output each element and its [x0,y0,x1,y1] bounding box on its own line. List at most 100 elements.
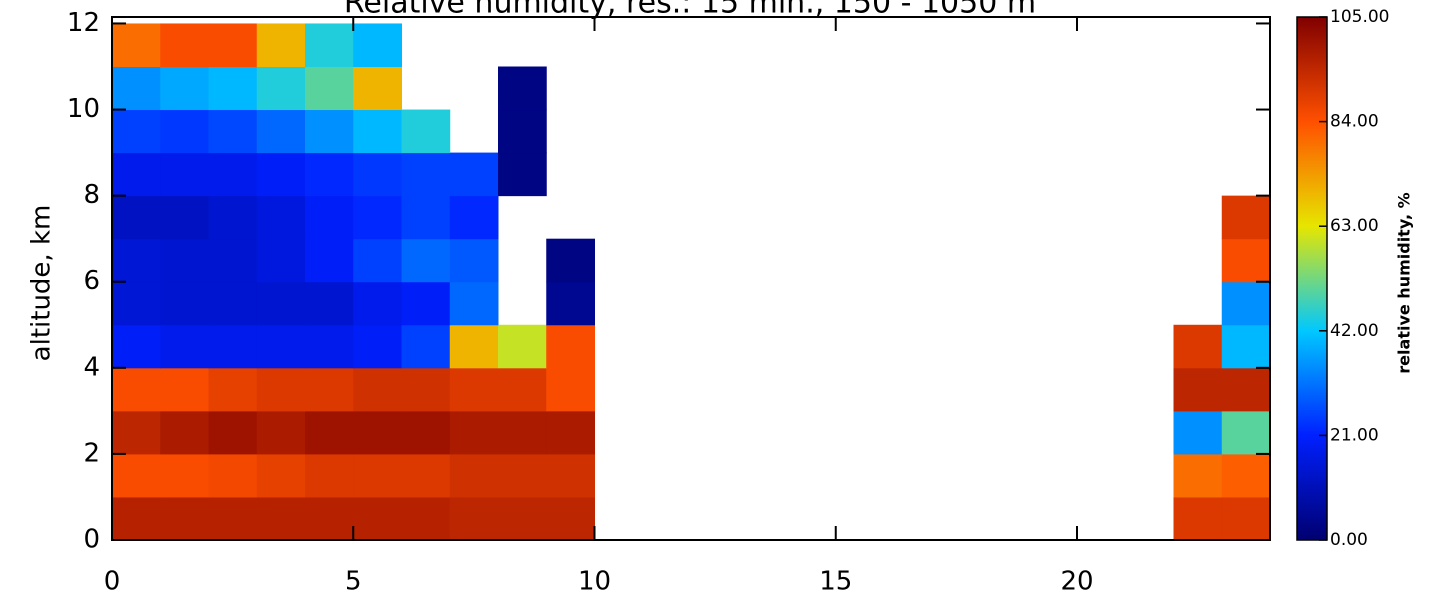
colorbar-tick-label: 84.00 [1330,112,1379,132]
heatmap-cell [160,238,209,283]
heatmap-cell [498,410,547,455]
heatmap-cell [256,367,306,412]
heatmap-cell [160,195,209,240]
heatmap-cell [353,281,402,326]
chart-title: Relative humidity, res.: 15 min., 150 - … [344,0,1036,21]
heatmap-cell [256,410,306,455]
heatmap-cell [498,109,547,154]
heatmap-cell [449,324,499,369]
heatmap-cell [208,367,258,412]
heatmap-cell [112,496,161,541]
heatmap-cell [449,195,499,240]
heatmap-cell [208,324,258,369]
heatmap-cell [256,66,306,111]
y-axis-label: altitude, km [27,205,57,362]
heatmap-cell [208,66,258,111]
heatmap-cell [353,367,402,412]
heatmap-cell [160,66,209,111]
heatmap-cell [160,23,209,68]
heatmap-cell [305,281,354,326]
heatmap-cell [112,281,161,326]
heatmap-cell [112,195,161,240]
heatmap-cell [256,281,306,326]
x-tick-label: 20 [1060,567,1093,597]
heatmap-cell [256,238,306,283]
heatmap-cell [546,496,595,541]
heatmap-cell [449,281,499,326]
heatmap-cell [112,324,161,369]
colorbar-tick-label: 105.00 [1330,7,1389,27]
heatmap-cell [1221,496,1271,541]
heatmap-cell [449,496,499,541]
heatmap-cell [401,109,451,154]
heatmap-cell [305,238,354,283]
heatmap-cell [305,367,354,412]
heatmap-cell [112,453,161,498]
heatmap-cell [208,23,258,68]
heatmap-cell [112,109,161,154]
heatmap-cell [305,152,354,197]
heatmap-cell [498,324,547,369]
heatmap-cell [353,410,402,455]
y-tick-label: 10 [67,94,100,124]
heatmap-cell [160,281,209,326]
heatmap-cell [353,66,402,111]
heatmap-cell [112,367,161,412]
colorbar-tick-label: 21.00 [1330,425,1379,445]
heatmap-cell [112,152,161,197]
heatmap-cell [160,152,209,197]
x-tick-label: 15 [819,567,852,597]
y-tick-label: 6 [83,266,100,296]
heatmap-cell [546,238,595,283]
heatmap-cell [498,453,547,498]
heatmap-cell [1221,195,1271,240]
heatmap-cell [401,238,451,283]
x-tick-label: 0 [104,567,121,597]
heatmap-cell [546,324,595,369]
heatmap-cell [546,453,595,498]
heatmap-cell [498,152,547,197]
heatmap-cell [256,109,306,154]
heatmap-cell [546,410,595,455]
heatmap-cell [160,453,209,498]
heatmap-cell [401,453,451,498]
heatmap-cell [256,453,306,498]
heatmap-cell [498,367,547,412]
heatmap-cell [353,23,402,68]
heatmap-cell [401,410,451,455]
heatmap-cell [305,66,354,111]
heatmap-cell [256,324,306,369]
heatmap-cell [208,152,258,197]
heatmap-cell [305,410,354,455]
heatmap-cell [449,367,499,412]
colorbar-tick-label: 42.00 [1330,321,1379,341]
heatmap-cell [1221,281,1271,326]
heatmap-cell [208,195,258,240]
y-tick-label: 12 [67,8,100,38]
heatmap-cell [401,195,451,240]
heatmap-cell [112,238,161,283]
heatmap-cell [305,453,354,498]
y-tick-label: 0 [83,525,100,555]
y-tick-label: 4 [83,352,100,382]
x-tick-label: 10 [578,567,611,597]
colorbar-label: relative humidity, % [1395,192,1414,373]
heatmap-cell [353,496,402,541]
heatmap-cell [546,281,595,326]
heatmap-cell [208,109,258,154]
heatmap-cell [305,23,354,68]
heatmap-cell [160,367,209,412]
heatmap-cell [449,152,499,197]
heatmap-cell [208,410,258,455]
heatmap-cell [208,496,258,541]
heatmap-cell [353,152,402,197]
heatmap-cell [256,496,306,541]
plot-frame [111,16,1271,541]
heatmap-cell [1221,238,1271,283]
heatmap-cell [449,453,499,498]
heatmap-cell [256,152,306,197]
heatmap-cell [160,496,209,541]
heatmap-cell [498,66,547,111]
heatmap-cell [353,453,402,498]
